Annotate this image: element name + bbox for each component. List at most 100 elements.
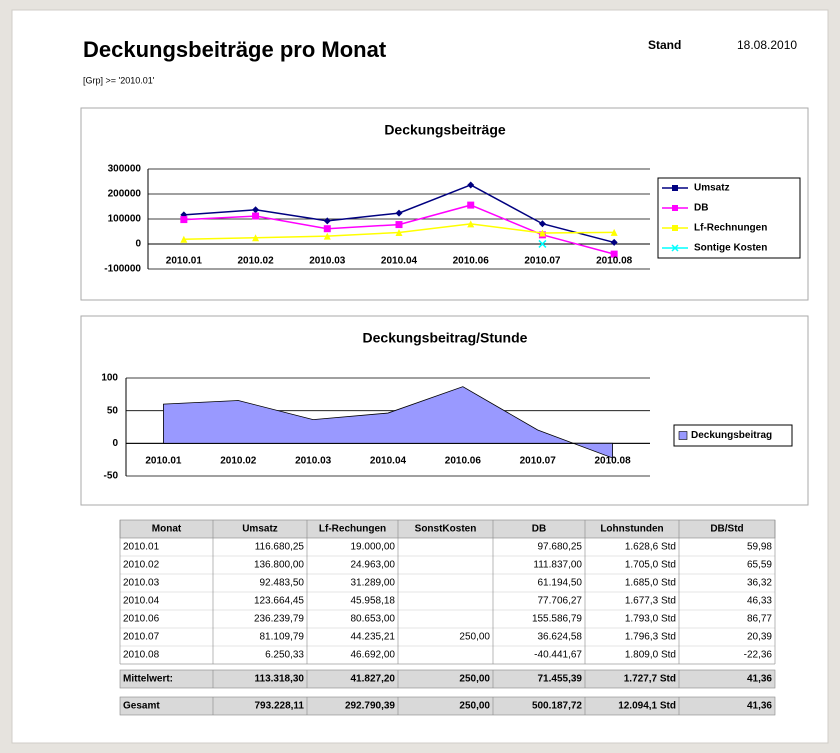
table-cell: 59,98: [747, 542, 772, 553]
table-cell: 2010.04: [123, 596, 160, 607]
legend-marker: [672, 185, 678, 191]
summary-cell: 1.727,7 Std: [624, 674, 676, 685]
table-cell: 1.705,0 Std: [625, 560, 676, 571]
legend: [657, 177, 801, 259]
table-cell: 2010.01: [123, 542, 160, 553]
y-tick-label: 200000: [108, 189, 142, 200]
summary-cell: 250,00: [459, 674, 490, 685]
x-tick-label: 2010.04: [381, 256, 418, 267]
marker: [610, 238, 618, 246]
marker: [467, 220, 475, 228]
summary-cell: 113.318,30: [255, 674, 305, 685]
table-cell: 123.664,45: [254, 596, 304, 607]
page-title: Deckungsbeiträge pro Monat: [83, 37, 387, 62]
marker: [323, 225, 331, 233]
table-cell: 86,77: [747, 614, 772, 625]
x-tick-label: 2010.03: [309, 256, 346, 267]
table-cell: 97.680,25: [538, 542, 583, 553]
y-tick-label: 0: [112, 438, 118, 449]
y-tick-label: -50: [104, 471, 119, 482]
x-tick-label: 2010.06: [453, 256, 490, 267]
table-cell: 46,33: [747, 596, 772, 607]
x-tick-label: 2010.08: [596, 256, 633, 267]
table-cell: 1.793,0 Std: [625, 614, 676, 625]
y-tick-label: 50: [107, 405, 119, 416]
marker: [610, 228, 618, 236]
table-cell: 61.194,50: [538, 578, 583, 589]
x-tick-label: 2010.08: [594, 456, 631, 467]
table-cell: 24.963,00: [351, 560, 396, 571]
marker: [395, 221, 403, 229]
summary-cell: 793.228,11: [255, 701, 305, 712]
table-cell: 6.250,33: [265, 650, 304, 661]
table-cell: 65,59: [747, 560, 772, 571]
table-cell: 80.653,00: [351, 614, 396, 625]
table-cell: -40.441,67: [534, 650, 582, 661]
chart-title: Deckungsbeiträge: [384, 122, 506, 138]
x-tick-label: 2010.07: [524, 256, 561, 267]
marker: [323, 232, 331, 240]
summary-cell: 500.187,72: [532, 701, 582, 712]
legend-label: DB: [694, 203, 708, 214]
table-cell: 2010.02: [123, 560, 160, 571]
marker: [467, 201, 475, 209]
marker: [395, 229, 403, 237]
table-cell: 45.958,18: [351, 596, 396, 607]
table-header: DB: [532, 524, 546, 535]
marker: [252, 206, 260, 214]
table-cell: 1.685,0 Std: [625, 578, 676, 589]
x-tick-label: 2010.06: [445, 456, 482, 467]
marker: [180, 216, 188, 224]
table-cell: 236.239,79: [254, 614, 304, 625]
y-tick-label: 100: [101, 373, 118, 384]
table-header: SonstKosten: [415, 524, 477, 535]
table-cell: 2010.06: [123, 614, 160, 625]
marker: [252, 234, 260, 242]
legend-marker: [672, 205, 678, 211]
marker: [395, 209, 403, 217]
table-cell: 2010.08: [123, 650, 160, 661]
marker: [538, 220, 546, 228]
legend: [673, 424, 793, 447]
y-tick-label: -100000: [104, 264, 141, 275]
table-cell: 46.692,00: [351, 650, 396, 661]
summary-cell: 41,36: [747, 701, 772, 712]
marker: [323, 217, 331, 225]
legend-label: Umsatz: [694, 183, 730, 194]
marker: [252, 212, 260, 220]
table-header: Lf-Rechungen: [319, 524, 386, 535]
table-cell: 2010.07: [123, 632, 160, 643]
table-header: DB/Std: [710, 524, 743, 535]
chart-title: Deckungsbeitrag/Stunde: [363, 330, 528, 346]
summary-cell: 41,36: [747, 674, 772, 685]
legend-marker: [671, 244, 679, 252]
table-cell: 136.800,00: [254, 560, 304, 571]
marker: [610, 250, 618, 258]
table-cell: 77.706,27: [538, 596, 583, 607]
table-cell: 155.586,79: [532, 614, 582, 625]
table-cell: -22,36: [744, 650, 773, 661]
table-cell: 36,32: [747, 578, 772, 589]
table-cell: 31.289,00: [351, 578, 396, 589]
x-tick-label: 2010.01: [145, 456, 182, 467]
table-header: Umsatz: [242, 524, 278, 535]
summary-cell: 292.790,39: [345, 701, 395, 712]
x-tick-label: 2010.04: [370, 456, 407, 467]
table-cell: 111.837,00: [533, 560, 582, 571]
table-cell: 44.235,21: [351, 632, 396, 643]
table-cell: 1.628,6 Std: [625, 542, 676, 553]
marker: [180, 235, 188, 243]
x-tick-label: 2010.03: [295, 456, 332, 467]
x-tick-label: 2010.01: [166, 256, 203, 267]
marker: [538, 229, 546, 237]
summary-cell: Mittelwert:: [123, 674, 173, 685]
table-header: Monat: [152, 524, 182, 535]
table-cell: 116.680,25: [255, 542, 305, 553]
table-cell: 2010.03: [123, 578, 160, 589]
summary-cell: 41.827,20: [351, 674, 396, 685]
table-cell: 81.109,79: [260, 632, 305, 643]
table-cell: 1.796,3 Std: [625, 632, 676, 643]
x-tick-label: 2010.07: [520, 456, 557, 467]
summary-cell: 250,00: [459, 701, 490, 712]
